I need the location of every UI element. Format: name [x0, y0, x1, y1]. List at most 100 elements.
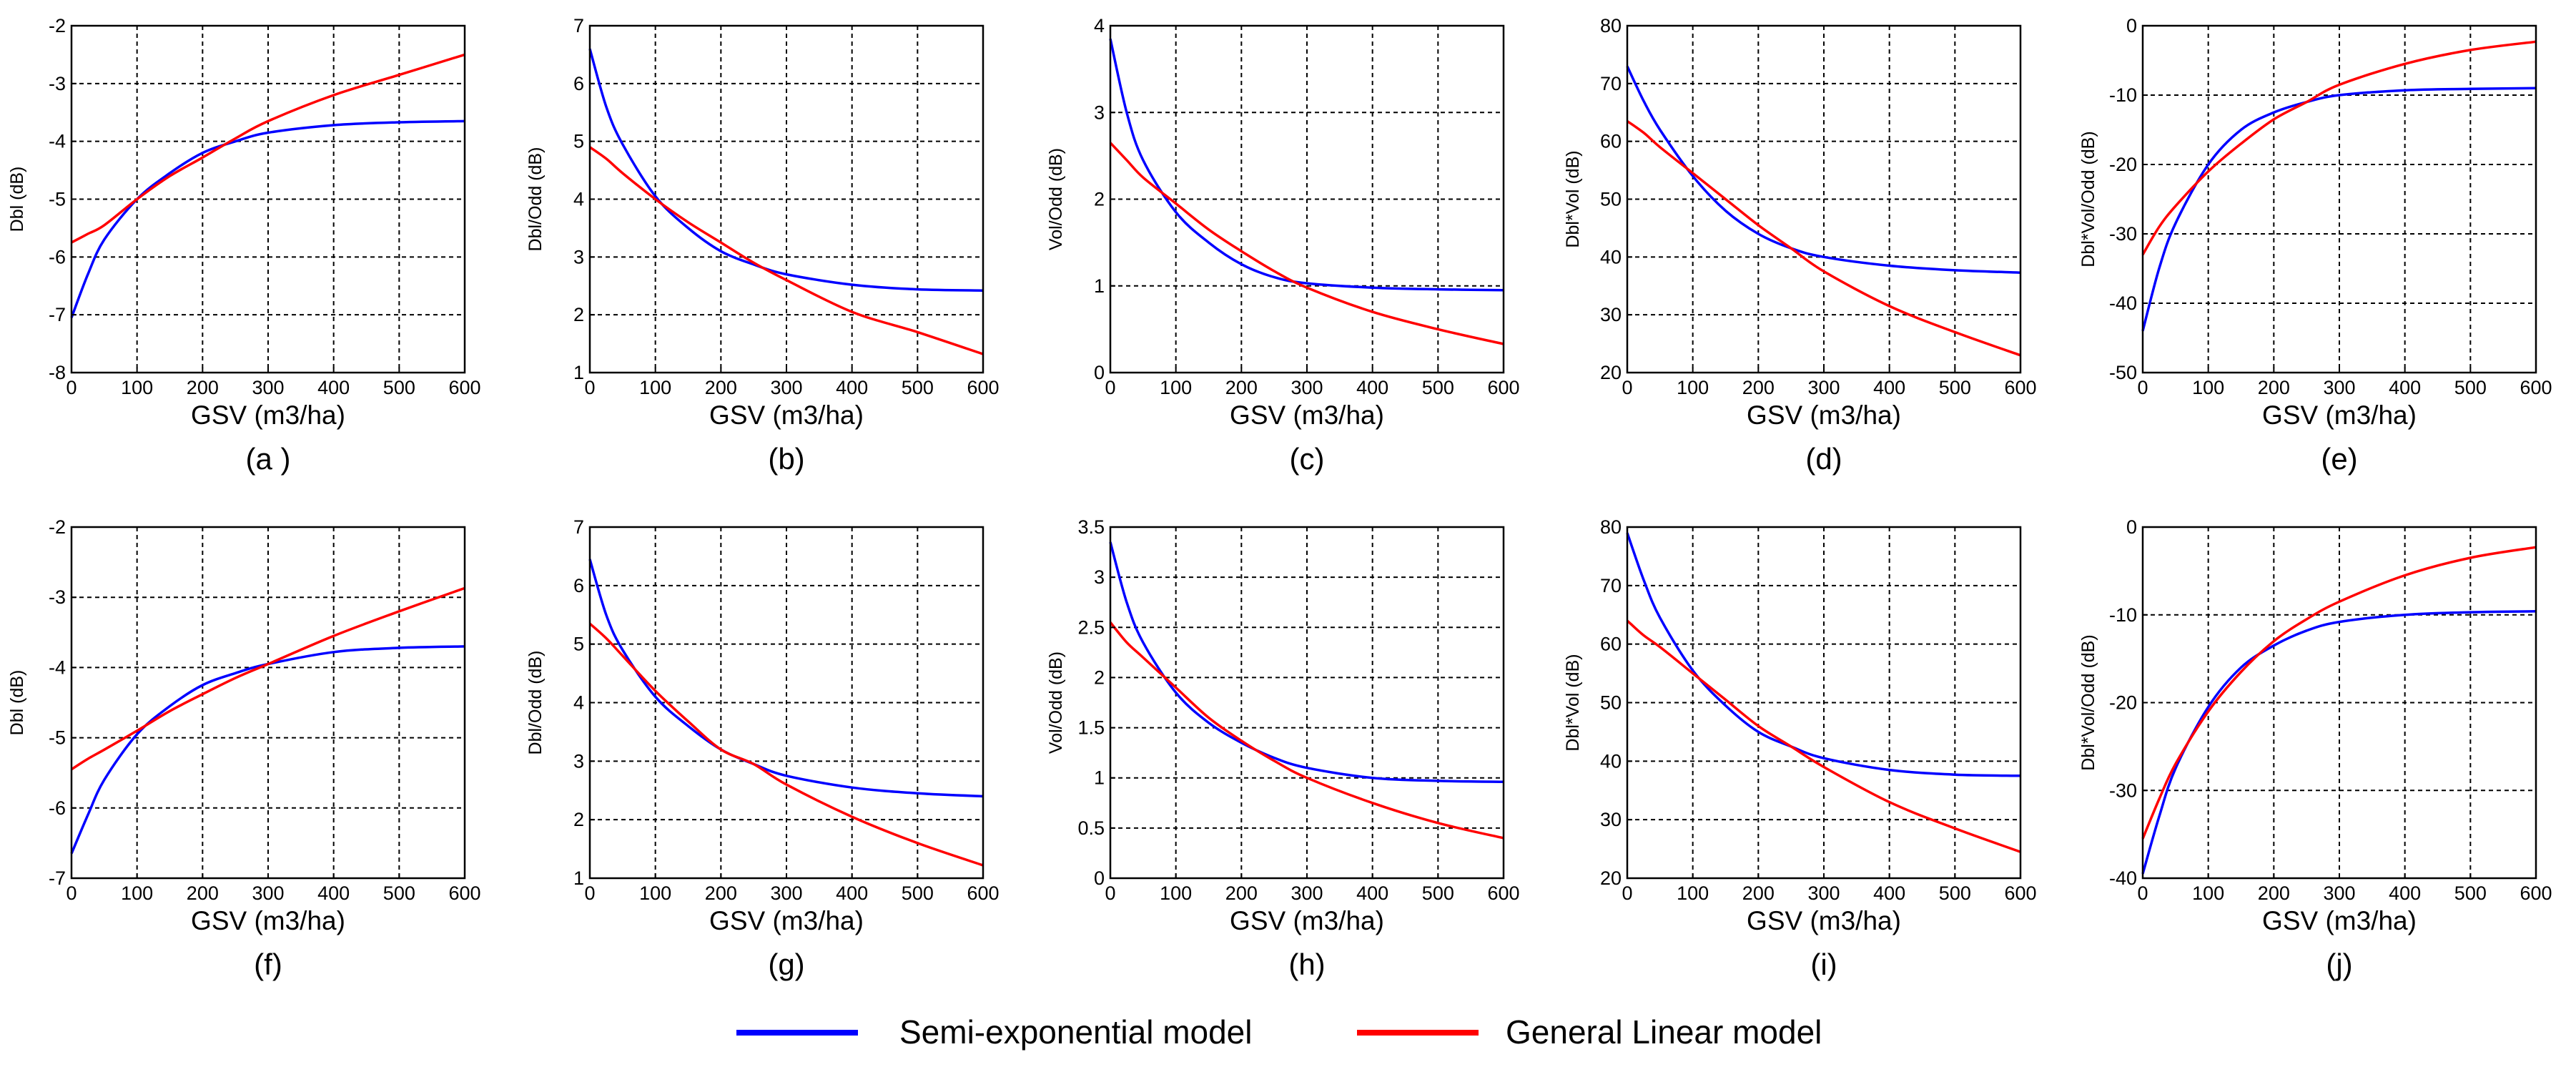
x-tick-label: 200	[1742, 377, 1775, 398]
y-tick-label: 0	[2126, 516, 2137, 538]
x-tick-label: 100	[639, 377, 671, 398]
x-tick-label: 500	[383, 882, 415, 904]
y-tick-label: 1	[1094, 275, 1105, 297]
general-linear-curve-e	[2141, 40, 2537, 255]
x-tick-label: 200	[1742, 882, 1775, 904]
y-tick-label: 60	[1600, 131, 1622, 152]
y-tick-label: 50	[1600, 189, 1622, 210]
y-tick-label: 3	[573, 750, 584, 772]
y-tick-label: 4	[573, 692, 584, 714]
x-tick-label: 300	[252, 882, 284, 904]
y-tick-label: 5	[573, 131, 584, 152]
subplot-g: 0 100 200 300 400 500 600 1 2 3 4 5 6 7 GSV (m3/ha) Dbl…	[525, 516, 1000, 981]
y-tick-label: -5	[49, 727, 66, 749]
y-tick-label: -7	[49, 304, 66, 325]
x-tick-label: 200	[2258, 882, 2290, 904]
semi-exponential-curve-a	[70, 119, 465, 318]
x-tick-label: 300	[252, 377, 284, 398]
x-tick-label: 100	[639, 882, 671, 904]
x-axis-label: GSV (m3/ha)	[1747, 400, 1901, 430]
y-tick-label: 3	[1094, 566, 1105, 588]
y-axis-label: Dbl/Odd (dB)	[525, 651, 546, 755]
x-tick-label: 0	[1105, 882, 1115, 904]
general-linear-curve-h	[1109, 621, 1504, 840]
y-tick-label: -3	[49, 73, 66, 94]
y-tick-label: 1	[1094, 767, 1105, 789]
semi-exponential-curve-b	[588, 48, 984, 292]
semi-exponential-curve-c	[1109, 38, 1504, 292]
y-tick-label: 1	[573, 362, 584, 383]
subplot-caption: (e)	[2321, 442, 2357, 476]
x-tick-label: 200	[705, 882, 737, 904]
semi-exponential-curve-i	[1626, 532, 2021, 777]
x-tick-label: 300	[770, 377, 802, 398]
x-tick-label: 0	[584, 882, 595, 904]
y-tick-label: 0	[1094, 867, 1105, 889]
y-tick-label: -6	[49, 797, 66, 819]
subplot-caption: (j)	[2326, 948, 2352, 981]
x-tick-label: 500	[1939, 882, 1971, 904]
general-linear-curve-d	[1626, 119, 2021, 357]
subplot-caption: (h)	[1288, 948, 1325, 981]
y-tick-label: -30	[2109, 223, 2137, 245]
y-tick-label: 2	[573, 304, 584, 325]
y-tick-label: -4	[49, 657, 66, 678]
y-tick-label: 4	[1094, 15, 1105, 36]
x-tick-label: 200	[705, 377, 737, 398]
x-tick-label: 0	[66, 882, 77, 904]
subplot-a: 0 100 200 300 400 500 600 -8 -7 -6 -5 -4 -3 -2 GSV (m3…	[7, 15, 481, 476]
y-tick-label: -4	[49, 131, 66, 152]
x-tick-label: 300	[1807, 377, 1840, 398]
x-tick-label: 500	[902, 377, 934, 398]
general-linear-curve-i	[1626, 619, 2021, 853]
x-tick-label: 100	[2192, 882, 2224, 904]
x-tick-label: 100	[1677, 377, 1709, 398]
y-tick-label: -30	[2109, 780, 2137, 801]
x-tick-label: 400	[1873, 882, 1905, 904]
subplot-d: 0 100 200 300 400 500 600 20 30 40 50 60 70 80 GSV (m3…	[1563, 15, 2037, 476]
subplot-caption: (g)	[768, 948, 804, 981]
y-tick-label: -3	[49, 586, 66, 608]
x-tick-label: 500	[1422, 377, 1454, 398]
subplot-j: 0 100 200 300 400 500 600 -40 -30 -20 -10 0 GSV (m3/…	[2078, 516, 2552, 981]
y-tick-label: 60	[1600, 634, 1622, 655]
y-tick-label: 80	[1600, 516, 1622, 538]
y-tick-label: -20	[2109, 692, 2137, 714]
x-axis-label: GSV (m3/ha)	[2262, 400, 2417, 430]
x-tick-label: 100	[121, 882, 153, 904]
x-tick-label: 600	[1487, 377, 1519, 398]
x-axis-label: GSV (m3/ha)	[191, 400, 345, 430]
y-axis-label: Dbl*Vol (dB)	[1563, 150, 1583, 247]
y-tick-label: -8	[49, 362, 66, 383]
x-tick-label: 200	[2258, 377, 2290, 398]
y-tick-label: 6	[573, 73, 584, 94]
y-axis-label: Vol/Odd (dB)	[1046, 148, 1066, 250]
x-tick-label: 0	[66, 377, 77, 398]
subplot-f: 0 100 200 300 400 500 600 -7 -6 -5 -4 -3 -2 GSV (m3/h…	[7, 516, 481, 981]
semi-exponential-curve-d	[1626, 65, 2021, 274]
y-axis-label: Dbl/Odd (dB)	[525, 147, 546, 252]
semi-exponential-curve-f	[70, 645, 465, 855]
x-tick-label: 500	[902, 882, 934, 904]
y-tick-label: 0.5	[1077, 817, 1105, 839]
x-tick-label: 400	[1873, 377, 1905, 398]
x-tick-label: 600	[1487, 882, 1519, 904]
x-tick-label: 400	[2389, 377, 2421, 398]
subplot-b: 0 100 200 300 400 500 600 1 2 3 4 5 6 7 GSV (m3/ha) Dbl…	[525, 15, 1000, 476]
general-linear-curve-a	[71, 53, 465, 244]
y-tick-label: 3.5	[1077, 516, 1105, 538]
x-tick-label: 300	[2323, 377, 2355, 398]
y-tick-label: 70	[1600, 73, 1622, 94]
subplot-caption: (b)	[768, 442, 804, 476]
general-linear-curve-f	[71, 586, 465, 771]
y-tick-label: 70	[1600, 575, 1622, 596]
subplot-caption: (f)	[254, 948, 282, 981]
y-tick-label: -2	[49, 516, 66, 538]
y-tick-label: 7	[573, 15, 584, 36]
subplot-caption: (i)	[1810, 948, 1837, 981]
x-tick-label: 600	[967, 882, 999, 904]
y-tick-label: -10	[2109, 84, 2137, 106]
x-tick-label: 300	[2323, 882, 2355, 904]
general-linear-curve-g	[588, 622, 984, 867]
y-tick-label: 20	[1600, 362, 1622, 383]
